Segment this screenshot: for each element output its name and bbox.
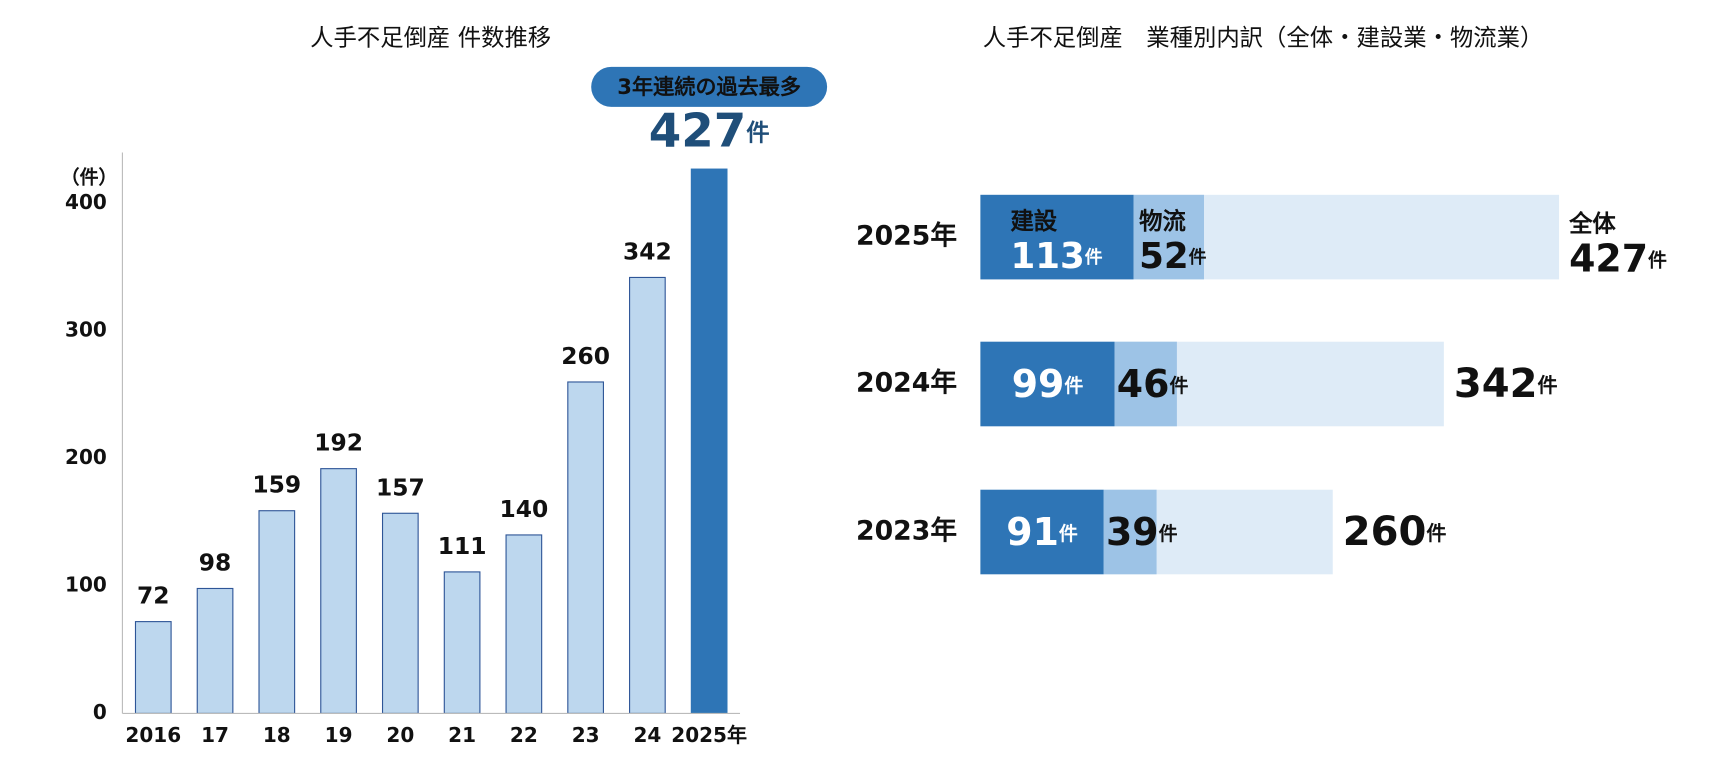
value-label: 39件: [1106, 510, 1178, 554]
value-label: 159: [252, 471, 301, 499]
x-tick-label: 2025年: [671, 723, 747, 747]
x-tick-label: 20: [386, 723, 414, 747]
bar-logistics: [1103, 489, 1157, 575]
value-label: 140: [499, 495, 548, 523]
value-number: 260: [1343, 509, 1427, 555]
value-unit: 件: [1064, 374, 1083, 397]
bar: [505, 534, 543, 714]
bar-logistics: [1114, 341, 1177, 427]
value-unit: 件: [1648, 248, 1667, 271]
value-label: 260: [561, 342, 610, 370]
value-label: 52件: [1139, 236, 1207, 277]
value-label: 99件: [1012, 362, 1084, 406]
x-tick-label: 18: [263, 723, 291, 747]
y-tick-label: 2024年: [856, 367, 957, 398]
bar: [629, 276, 666, 714]
value-number: 46: [1117, 362, 1170, 406]
y-tick-label: 400: [65, 190, 107, 214]
series-name: 建設: [1010, 207, 1057, 235]
value-label: 427件: [649, 104, 770, 158]
value-unit: 件: [746, 118, 769, 146]
value-label: 72: [137, 582, 170, 610]
value-number: 113: [1010, 236, 1084, 277]
annotation-badge: [591, 66, 828, 107]
value-number: 342: [1454, 361, 1538, 407]
bar: [381, 512, 419, 714]
value-unit: 件: [1085, 246, 1103, 268]
chart-title: 人手不足倒産 業種別内訳（全体・建設業・物流業）: [983, 24, 1544, 52]
value-label: 260件: [1343, 509, 1447, 555]
series-name: 全体: [1568, 209, 1616, 237]
value-label: 91件: [1006, 510, 1078, 554]
value-unit: 件: [1189, 246, 1207, 268]
x-tick-label: 23: [572, 723, 600, 747]
value-unit: 件: [1426, 521, 1446, 545]
x-tick-label: 19: [325, 723, 353, 747]
y-tick-label: 2025年: [856, 221, 957, 252]
value-number: 427: [649, 104, 747, 158]
value-unit: 件: [1159, 522, 1178, 545]
bar-construction: [980, 489, 1104, 575]
value-label: 342: [623, 237, 672, 265]
y-tick-label: 100: [65, 572, 107, 596]
bar-logistics: [1133, 194, 1205, 280]
annotation: 3年連続の過去最多: [617, 74, 801, 99]
series-name: 物流: [1139, 207, 1186, 235]
value-label: 192: [314, 429, 363, 457]
value-number: 52: [1139, 236, 1189, 277]
value-unit: 件: [1537, 373, 1557, 397]
x-tick-label: 21: [448, 723, 476, 747]
value-label: 46件: [1117, 362, 1189, 406]
bar: [567, 381, 604, 714]
bar: [320, 468, 357, 714]
value-number: 99: [1012, 362, 1065, 406]
y-tick-label: 0: [93, 700, 107, 724]
value-number: 39: [1106, 510, 1159, 554]
x-tick-label: 22: [510, 723, 538, 747]
y-unit-label: （件）: [61, 166, 118, 189]
bar: [196, 587, 234, 714]
value-label: 427件: [1569, 236, 1667, 280]
bar: [690, 168, 728, 714]
bar-construction: [980, 341, 1115, 427]
value-label: 342件: [1454, 361, 1558, 407]
x-tick-label: 2016: [125, 723, 181, 747]
value-label: 111: [438, 532, 487, 560]
bar: [134, 621, 172, 714]
value-unit: 件: [1059, 522, 1078, 545]
bar-construction: [980, 194, 1134, 280]
value-number: 91: [1006, 510, 1059, 554]
value-label: 98: [199, 548, 232, 576]
value-label: 113件: [1010, 236, 1102, 277]
value-unit: 件: [1169, 374, 1188, 397]
bar: [443, 571, 481, 714]
bar: [258, 510, 296, 714]
y-tick-label: 2023年: [856, 516, 957, 547]
value-number: 427: [1569, 236, 1648, 280]
value-label: 157: [376, 473, 425, 501]
y-tick-label: 200: [65, 445, 107, 469]
x-tick-label: 17: [201, 723, 229, 747]
y-tick-label: 300: [65, 317, 107, 341]
chart-title: 人手不足倒産 件数推移: [310, 24, 551, 52]
x-tick-label: 24: [633, 723, 661, 747]
